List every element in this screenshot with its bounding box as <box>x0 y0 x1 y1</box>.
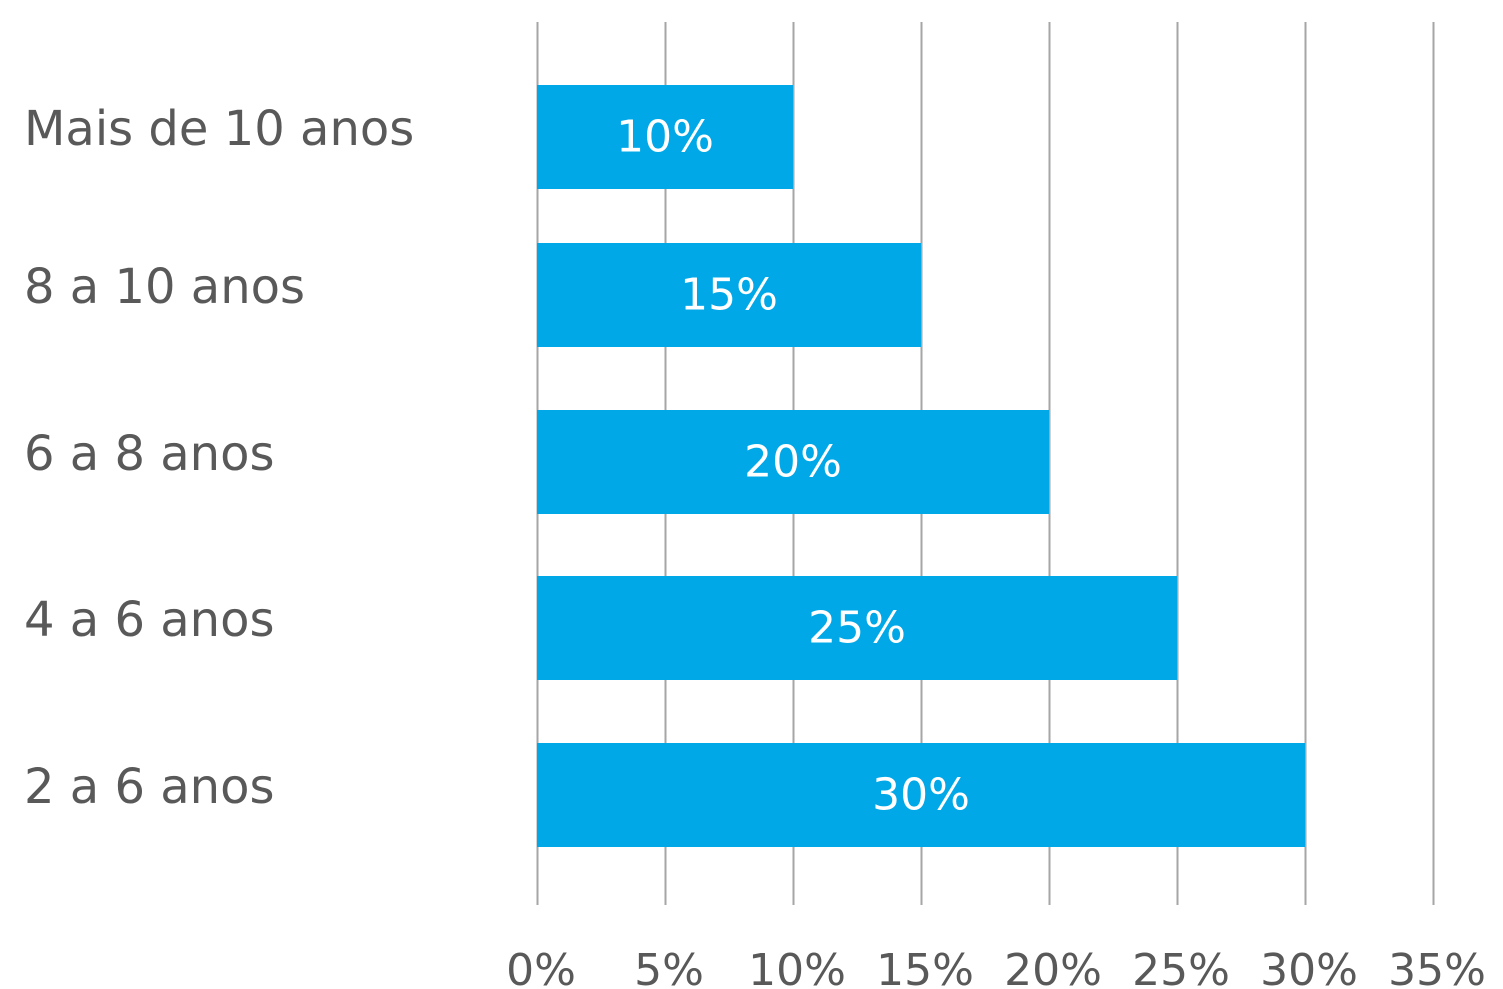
category-label-1: 8 a 10 anos <box>24 259 305 315</box>
category-label-4: 2 a 6 anos <box>24 759 274 815</box>
bar-1 <box>537 243 921 347</box>
data-label-4: 30% <box>872 770 970 821</box>
x-tick-label-1: 5% <box>634 945 704 989</box>
data-labels: 10% 15% 20% 25% 30% <box>616 112 970 821</box>
category-labels: Mais de 10 anos 8 a 10 anos 6 a 8 anos 4 a … <box>24 101 414 815</box>
bar-2 <box>537 410 1049 514</box>
x-tick-label-4: 20% <box>1004 945 1102 989</box>
x-tick-label-0: 0% <box>506 945 576 989</box>
bar-3 <box>537 576 1177 680</box>
x-tick-label-5: 25% <box>1132 945 1230 989</box>
x-tick-label-6: 30% <box>1260 945 1358 989</box>
x-tick-label-7: 35% <box>1388 945 1486 989</box>
category-label-0: Mais de 10 anos <box>24 101 414 157</box>
data-label-0: 10% <box>616 112 714 163</box>
bars <box>537 85 1305 847</box>
x-tick-label-3: 15% <box>876 945 974 989</box>
category-label-3: 4 a 6 anos <box>24 592 274 648</box>
data-label-3: 25% <box>808 603 906 654</box>
bar-0 <box>537 85 793 189</box>
category-label-2: 6 a 8 anos <box>24 426 274 482</box>
bar-4 <box>537 743 1305 847</box>
x-axis-tick-labels: 0% 5% 10% 15% 20% 25% 30% 35% <box>506 945 1486 989</box>
x-tick-label-2: 10% <box>748 945 846 989</box>
data-label-1: 15% <box>680 270 778 321</box>
data-label-2: 20% <box>744 437 842 488</box>
